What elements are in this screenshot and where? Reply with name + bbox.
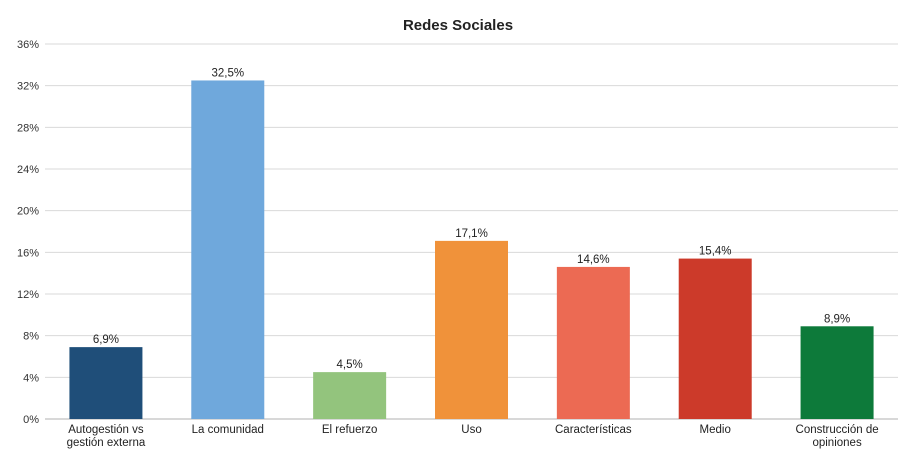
x-tick-label: Características	[555, 424, 632, 436]
data-label: 4,5%	[337, 359, 363, 371]
data-label: 32,5%	[211, 67, 244, 79]
y-tick-label: 36%	[17, 39, 39, 51]
bar	[313, 372, 387, 419]
x-tick-label: El refuerzo	[322, 424, 378, 436]
data-label: 14,6%	[577, 254, 610, 266]
x-tick-label: Medio	[700, 424, 731, 436]
y-tick-label: 20%	[17, 206, 39, 218]
data-label: 8,9%	[824, 313, 850, 325]
x-tick-label: Uso	[461, 424, 481, 436]
y-tick-label: 28%	[17, 122, 39, 134]
bar	[556, 266, 630, 419]
data-label: 15,4%	[699, 246, 732, 258]
y-tick-label: 32%	[17, 81, 39, 93]
y-tick-label: 8%	[23, 331, 39, 343]
x-tick-label: Autogestión vs gestión externa	[67, 424, 146, 449]
x-tick-label: Construcción de opiniones	[796, 424, 879, 449]
bars	[69, 80, 874, 419]
y-tick-label: 12%	[17, 289, 39, 301]
y-tick-label: 16%	[17, 247, 39, 259]
bar	[191, 80, 265, 419]
bar	[69, 347, 143, 419]
y-tick-label: 24%	[17, 164, 39, 176]
y-tick-label: 4%	[23, 372, 39, 384]
data-labels: 6,9% 32,5% 4,5% 17,1% 14,6% 15,4% 8,9%	[93, 67, 850, 371]
bar	[800, 326, 874, 419]
y-tick-label: 0%	[23, 414, 39, 426]
x-tick-label: La comunidad	[192, 424, 264, 436]
data-label: 17,1%	[455, 228, 488, 240]
y-axis-ticks: 0% 4% 8% 12% 16% 20% 24% 28% 32% 36%	[17, 39, 39, 426]
bar	[678, 258, 752, 419]
chart-title: Redes Sociales	[403, 17, 513, 34]
x-axis-ticks: Autogestión vs gestión externa La comunida…	[67, 424, 879, 449]
data-label: 6,9%	[93, 334, 119, 346]
bar	[435, 240, 508, 419]
